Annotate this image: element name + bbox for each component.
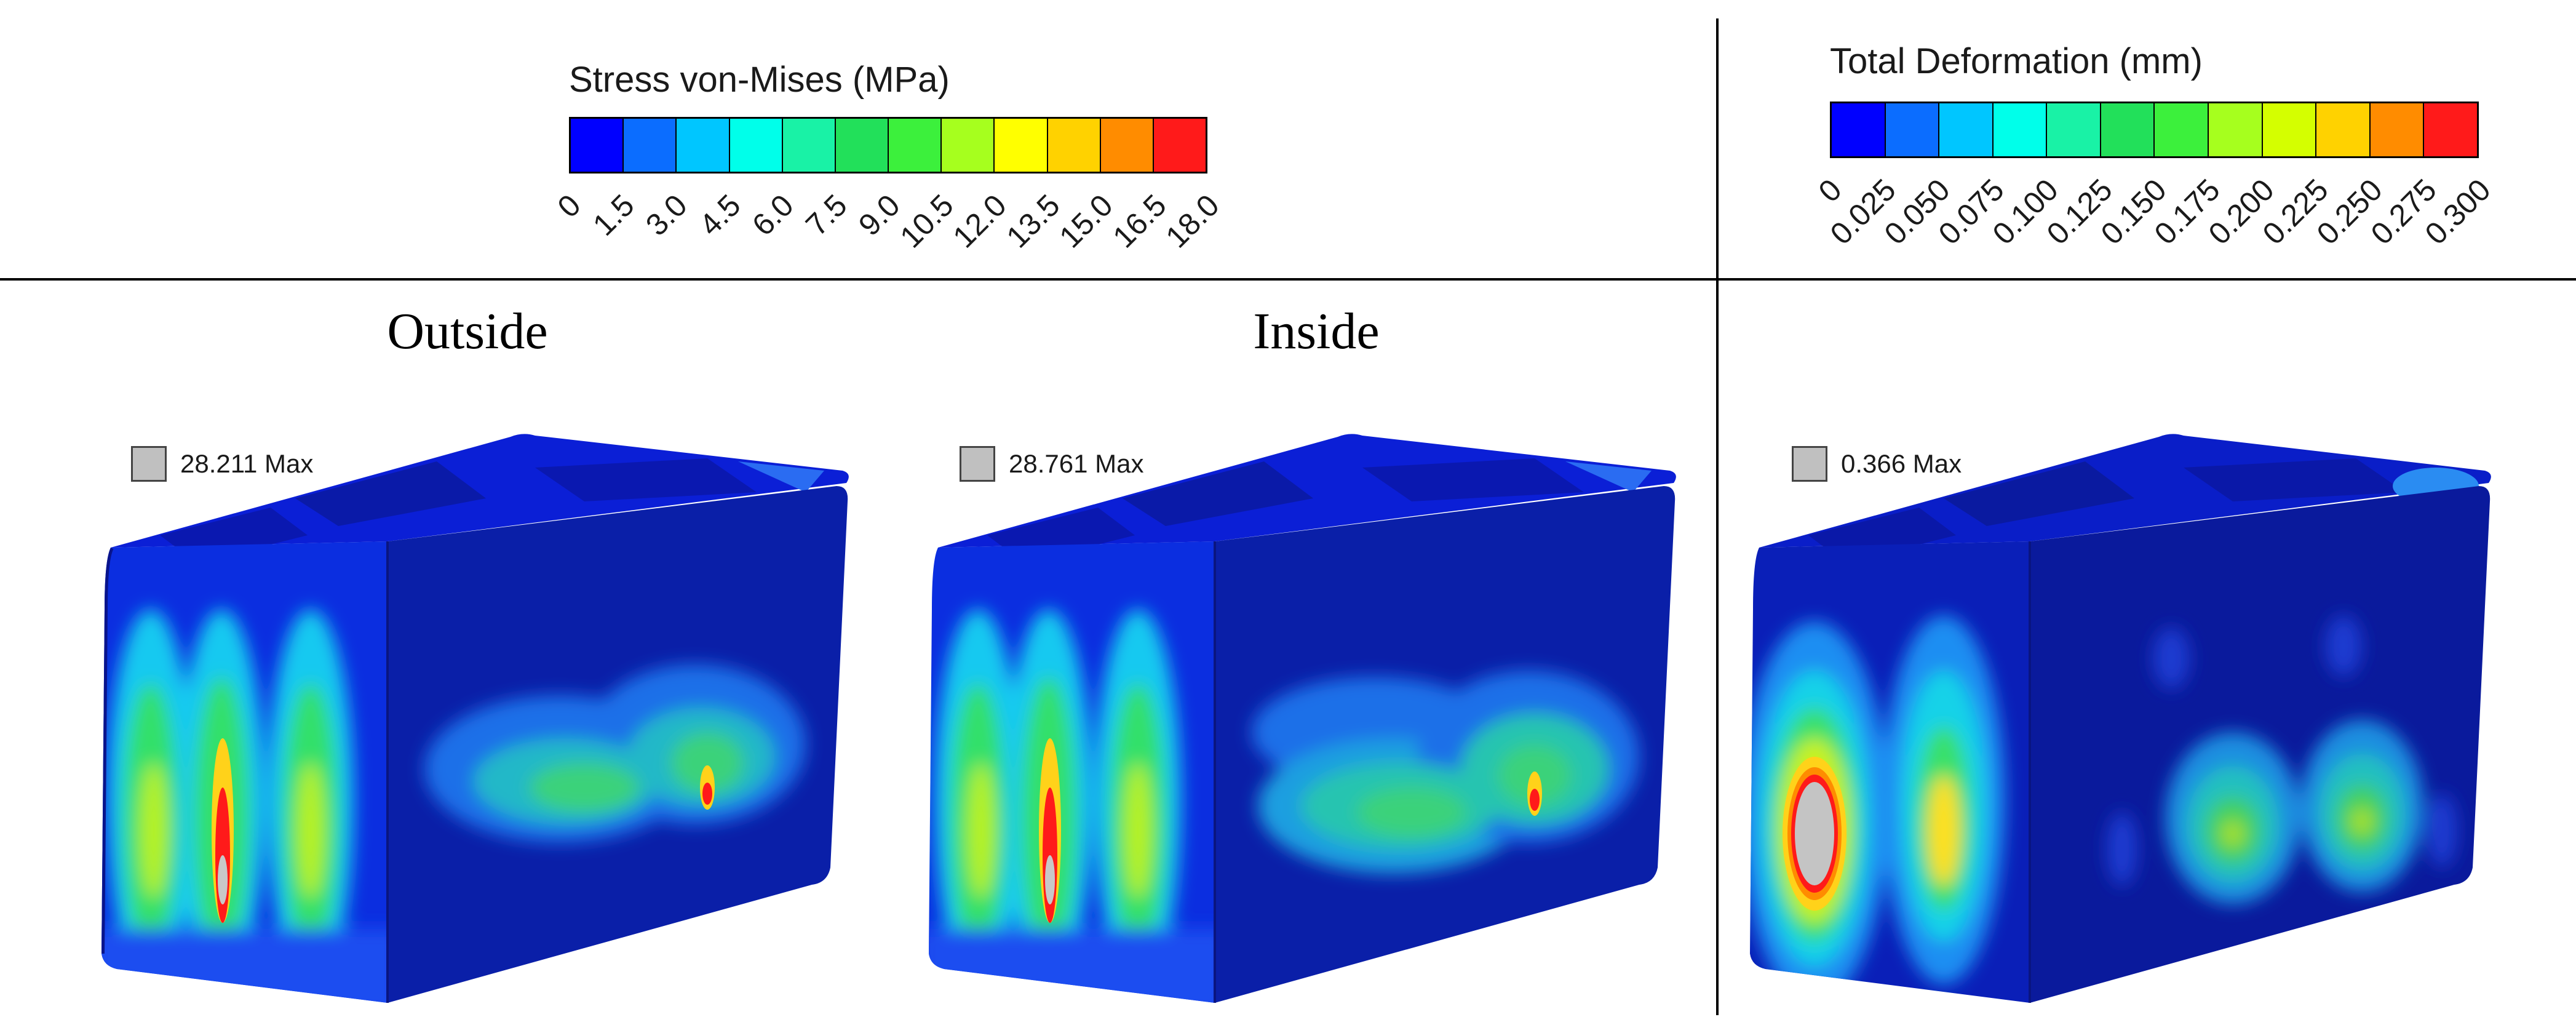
top-face-highlight: [738, 461, 824, 492]
colorbar-swatch: [2424, 103, 2477, 156]
model-side-face: [388, 486, 848, 1003]
inside-max-label: 28.761 Max: [960, 446, 1143, 482]
stress-tick-labels: 0 1.5 3.0 4.5 6.0 7.5 9.0 10.5 12.0 13.5 15.0 16.5 1…: [551, 185, 1226, 258]
tick-label: 0: [1811, 172, 1848, 209]
deformation-max-value: 0.366 Max: [1841, 449, 1962, 478]
colorbar-swatch: [1832, 103, 1886, 156]
colorbar-swatch: [1939, 103, 1994, 156]
tick-label: 10.5: [892, 188, 960, 255]
colorbar-swatch: [2155, 103, 2209, 156]
tick-label: 12.0: [946, 188, 1013, 255]
stress-legend-title: Stress von-Mises (MPa): [569, 60, 950, 100]
colorbar-swatch: [2316, 103, 2371, 156]
inside-stress-model: [929, 434, 1676, 1003]
tick-label: 4.5: [692, 188, 747, 242]
inside-max-value: 28.761 Max: [1009, 449, 1144, 478]
top-cell-right: [1362, 458, 1584, 501]
max-swatch: [1792, 446, 1827, 482]
horizontal-divider: [0, 278, 2576, 281]
colorbar-swatch: [571, 119, 624, 172]
colorbar-swatch: [2370, 103, 2425, 156]
colorbar-swatch: [782, 119, 836, 172]
model-front-face: [1750, 541, 2030, 1003]
colorbar-swatch: [1100, 119, 1154, 172]
max-swatch: [131, 446, 167, 482]
model-side-face: [2030, 486, 2491, 1003]
colorbar-swatch: [1993, 103, 2048, 156]
colorbar-swatch: [1885, 103, 1940, 156]
tick-label: 13.5: [999, 188, 1067, 255]
colorbar-swatch: [2047, 103, 2101, 156]
colorbar-swatch: [624, 119, 677, 172]
deformation-tick-labels: 0 0.025 0.050 0.075 0.100 0.125 0.150 0.175 0.20…: [1812, 169, 2497, 251]
deformation-legend-title: Total Deformation (mm): [1830, 41, 2203, 81]
deformation-model: [1750, 434, 2491, 1003]
outside-title: Outside: [387, 303, 548, 360]
deformation-max-label: 0.366 Max: [1792, 446, 1962, 482]
top-cell-right: [2184, 458, 2405, 501]
tick-label: 15.0: [1052, 188, 1119, 255]
max-swatch: [960, 446, 995, 482]
tick-label: 18.0: [1159, 188, 1226, 255]
colorbar-swatch: [995, 119, 1048, 172]
tick-label: 3.0: [639, 188, 694, 242]
outside-max-label: 28.211 Max: [131, 446, 313, 482]
colorbar-swatch: [2262, 103, 2317, 156]
top-cell-right: [535, 458, 757, 501]
tick-label: 6.0: [745, 188, 800, 242]
top-face-highlight: [1565, 461, 1652, 492]
top-cell-mid: [295, 461, 486, 526]
model-front-face: [101, 541, 388, 1003]
top-cell-mid: [1123, 461, 1313, 526]
colorbar-swatch: [942, 119, 995, 172]
tick-label: 1.5: [586, 188, 641, 242]
stress-colorbar: [569, 117, 1207, 173]
tick-label: 16.5: [1105, 188, 1173, 255]
deformation-colorbar: [1830, 102, 2479, 158]
tick-label: 7.5: [798, 188, 854, 242]
outside-stress-model: [101, 434, 849, 1003]
colorbar-swatch: [677, 119, 730, 172]
model-side-face: [1215, 486, 1676, 1003]
tick-label: 0: [551, 188, 587, 225]
model-front-face: [929, 541, 1215, 1003]
inside-title: Inside: [1253, 303, 1380, 360]
colorbar-swatch: [1153, 119, 1206, 172]
colorbar-swatch: [1047, 119, 1101, 172]
colorbar-swatch: [729, 119, 783, 172]
vertical-divider: [1716, 18, 1719, 1015]
colorbar-swatch: [2101, 103, 2155, 156]
colorbar-swatch: [889, 119, 942, 172]
top-cell-mid: [1944, 461, 2134, 526]
colorbar-swatch: [2209, 103, 2263, 156]
colorbar-swatch: [835, 119, 889, 172]
outside-max-value: 28.211 Max: [180, 449, 314, 478]
